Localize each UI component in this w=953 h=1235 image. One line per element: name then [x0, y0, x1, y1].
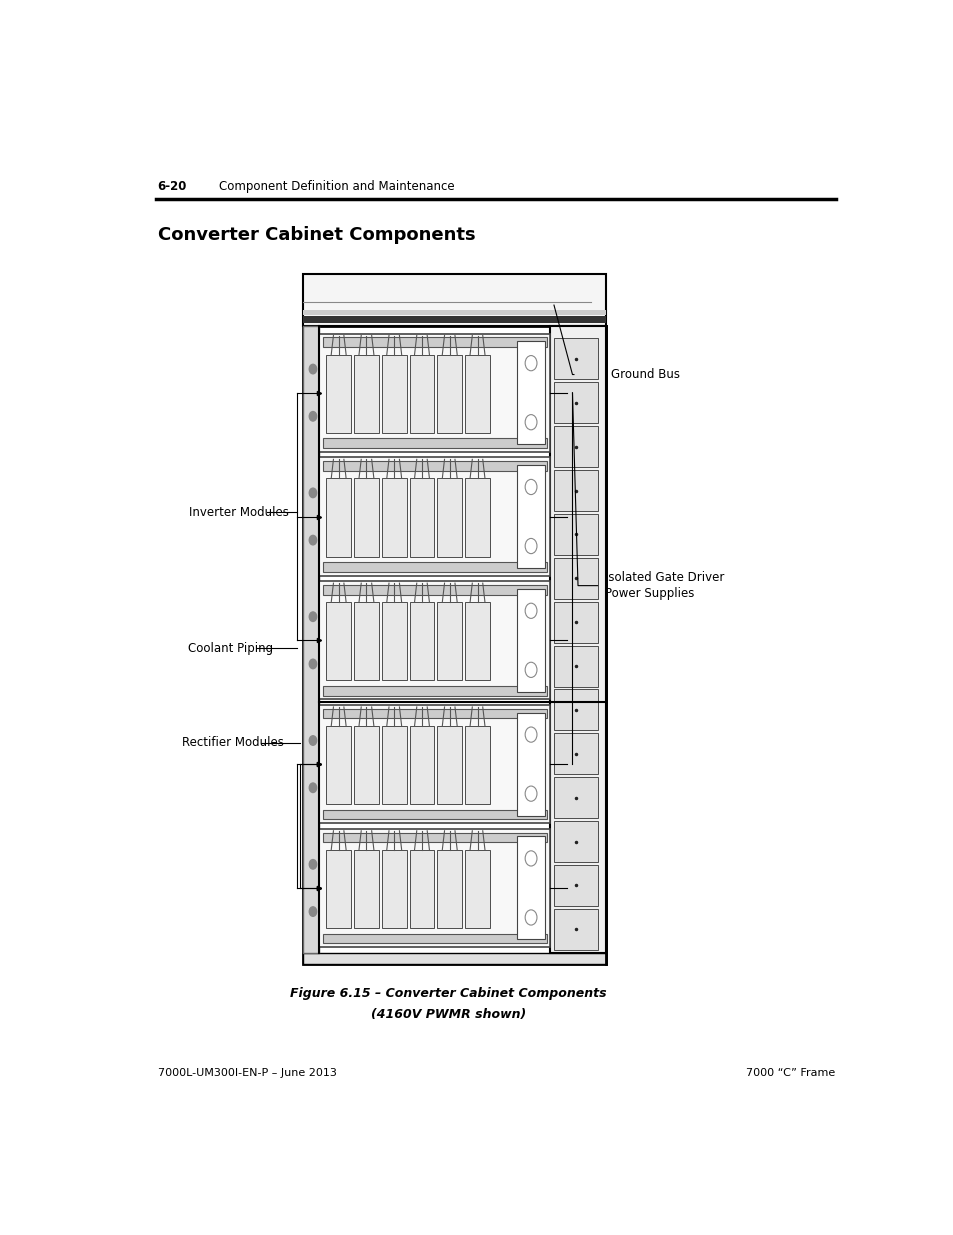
Bar [409, 726, 434, 804]
Bar [465, 850, 490, 927]
Bar [409, 478, 434, 557]
Text: (4160V PWMR shown): (4160V PWMR shown) [371, 1008, 525, 1021]
Bar [302, 952, 605, 965]
Bar [554, 426, 598, 467]
Circle shape [309, 411, 316, 421]
Bar [326, 850, 351, 927]
Bar [550, 326, 605, 952]
Circle shape [309, 364, 316, 374]
Bar [322, 337, 546, 347]
Bar [554, 601, 598, 642]
Bar [302, 274, 605, 326]
Bar [318, 705, 550, 824]
Bar [354, 603, 378, 680]
Circle shape [309, 860, 316, 869]
Bar [554, 338, 598, 379]
Circle shape [309, 611, 316, 621]
Bar [465, 603, 490, 680]
Bar [322, 934, 546, 944]
Text: Inverter Modules: Inverter Modules [190, 506, 289, 519]
Bar [436, 726, 461, 804]
Bar [322, 585, 546, 594]
Bar [322, 709, 546, 719]
Bar [302, 316, 605, 324]
Bar [354, 850, 378, 927]
Bar [554, 471, 598, 511]
Bar [554, 689, 598, 730]
Bar [381, 726, 406, 804]
Bar [554, 646, 598, 687]
Bar [381, 354, 406, 432]
Circle shape [309, 535, 316, 545]
Bar [322, 438, 546, 448]
Bar [318, 829, 550, 947]
Bar [554, 734, 598, 774]
Bar [326, 354, 351, 432]
Text: Rectifier Modules: Rectifier Modules [182, 736, 284, 750]
Bar [326, 603, 351, 680]
Bar [322, 461, 546, 471]
Bar [326, 478, 351, 557]
Bar [381, 478, 406, 557]
Bar [517, 341, 544, 445]
Bar [302, 310, 605, 315]
Bar [326, 726, 351, 804]
Bar [381, 603, 406, 680]
Bar [322, 810, 546, 819]
Bar [381, 850, 406, 927]
Bar [436, 478, 461, 557]
Text: Figure 6.15 – Converter Cabinet Components: Figure 6.15 – Converter Cabinet Componen… [290, 987, 606, 1000]
Bar [302, 326, 605, 965]
Bar [409, 354, 434, 432]
Text: Isolated Gate Driver
Power Supplies: Isolated Gate Driver Power Supplies [604, 571, 723, 600]
Circle shape [309, 783, 316, 793]
Bar [354, 726, 378, 804]
Bar [517, 466, 544, 568]
Bar [322, 562, 546, 572]
Bar [554, 514, 598, 555]
Bar [318, 457, 550, 576]
Bar [436, 850, 461, 927]
Circle shape [309, 488, 316, 498]
Text: 7000L-UM300I-EN-P – June 2013: 7000L-UM300I-EN-P – June 2013 [157, 1068, 336, 1078]
Bar [517, 589, 544, 692]
Circle shape [309, 906, 316, 916]
Bar [465, 478, 490, 557]
Bar [354, 478, 378, 557]
Bar [318, 333, 550, 452]
Bar [465, 726, 490, 804]
Bar [436, 354, 461, 432]
Text: Converter Cabinet Components: Converter Cabinet Components [157, 226, 475, 245]
Bar [554, 383, 598, 424]
Bar [554, 558, 598, 599]
Bar [554, 864, 598, 906]
Bar [436, 603, 461, 680]
Bar [302, 326, 318, 952]
Bar [554, 777, 598, 819]
Bar [322, 687, 546, 695]
Bar [322, 832, 546, 842]
Bar [465, 354, 490, 432]
Bar [517, 713, 544, 815]
Text: 6-20: 6-20 [157, 180, 187, 193]
Bar [517, 836, 544, 940]
Text: Coolant Piping: Coolant Piping [188, 642, 273, 655]
Text: Component Definition and Maintenance: Component Definition and Maintenance [219, 180, 455, 193]
Bar [354, 354, 378, 432]
Bar [318, 582, 550, 699]
Bar [554, 909, 598, 950]
Text: Ground Bus: Ground Bus [610, 368, 679, 382]
Circle shape [309, 736, 316, 745]
Bar [409, 850, 434, 927]
Text: 7000 “C” Frame: 7000 “C” Frame [745, 1068, 834, 1078]
Circle shape [309, 659, 316, 668]
Bar [554, 821, 598, 862]
Bar [409, 603, 434, 680]
